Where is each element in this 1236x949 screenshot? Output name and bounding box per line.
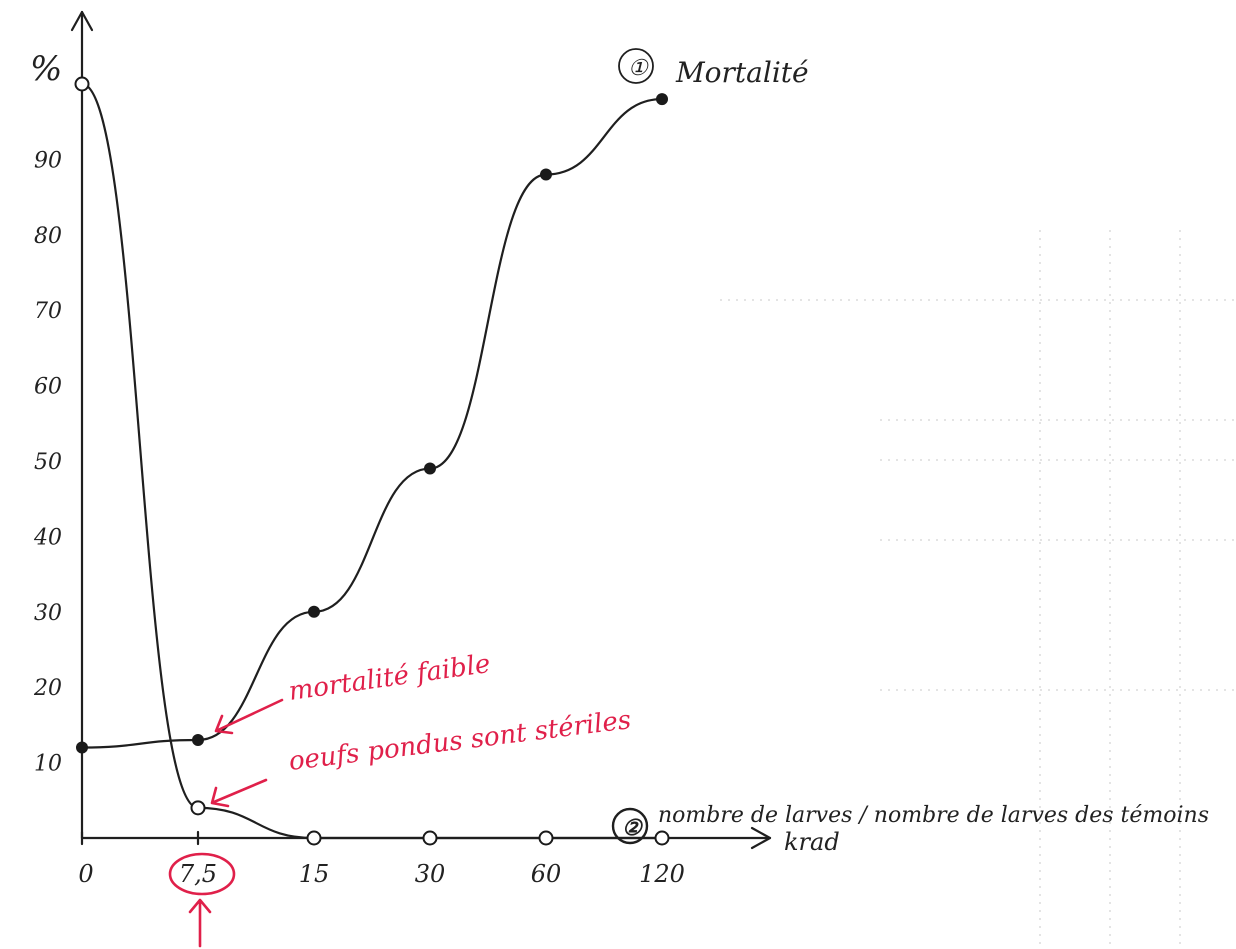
x-ticks: 0 7,5 15 30 60 120 xyxy=(78,830,685,888)
y-tick-label: 90 xyxy=(34,148,62,173)
series-2-point xyxy=(190,800,206,816)
series-1-point xyxy=(308,605,320,618)
x-axis-arrow xyxy=(750,826,772,850)
y-tick-label: 60 xyxy=(34,375,62,400)
series-2-point xyxy=(654,830,670,846)
y-tick-label: 80 xyxy=(34,224,62,249)
x-tick-label: 120 xyxy=(639,860,685,888)
annotation-2-text: oeufs pondus sont stériles xyxy=(287,705,633,777)
x-tick-label: 15 xyxy=(299,860,330,888)
series-2-point xyxy=(422,830,438,846)
y-tick-label: 10 xyxy=(34,752,62,777)
series-1-point xyxy=(76,741,88,754)
paper-grid xyxy=(720,230,1236,949)
y-axis-label: % xyxy=(30,49,62,89)
annotation-1-text: mortalité faible xyxy=(287,649,492,707)
x-axis-label: krad xyxy=(784,828,840,856)
series-2-point xyxy=(306,830,322,846)
y-tick-label: 50 xyxy=(34,450,62,475)
y-ticks: 10 20 30 40 50 60 70 80 90 xyxy=(33,148,62,776)
series-1-point xyxy=(656,93,668,106)
series-1-point xyxy=(424,462,436,475)
y-tick-label: 40 xyxy=(33,525,62,550)
axes xyxy=(70,10,772,850)
x-tick-label: 30 xyxy=(415,860,446,888)
series-layer xyxy=(74,76,670,846)
annotation-2: oeufs pondus sont stériles xyxy=(210,705,633,808)
series-2-point xyxy=(538,830,554,846)
series-1-point xyxy=(192,733,204,746)
legend-series-1: ① Mortalité xyxy=(618,48,809,89)
y-tick-label: 20 xyxy=(33,676,62,701)
legend-series-2: ② nombre de larves / nombre de larves de… xyxy=(611,803,1209,845)
y-tick-label: 30 xyxy=(34,601,62,626)
annotation-1: mortalité faible xyxy=(214,649,492,735)
legend-label-2: nombre de larves / nombre de larves des … xyxy=(658,803,1209,828)
legend-label-1: Mortalité xyxy=(675,56,809,89)
legend-marker-2: ② xyxy=(622,815,644,841)
highlight-circle xyxy=(168,852,236,896)
x-tick-label: 0 xyxy=(78,860,93,888)
series-1-point xyxy=(540,168,552,181)
x-tick-label: 7,5 xyxy=(179,860,217,888)
series-line-1 xyxy=(80,97,664,749)
x-tick-label: 60 xyxy=(531,860,562,888)
highlight-arrow xyxy=(188,898,212,948)
y-axis-arrow xyxy=(70,10,94,32)
series-2-point xyxy=(74,76,90,92)
legend-marker-1: ① xyxy=(628,56,649,81)
y-tick-label: 70 xyxy=(34,299,62,324)
